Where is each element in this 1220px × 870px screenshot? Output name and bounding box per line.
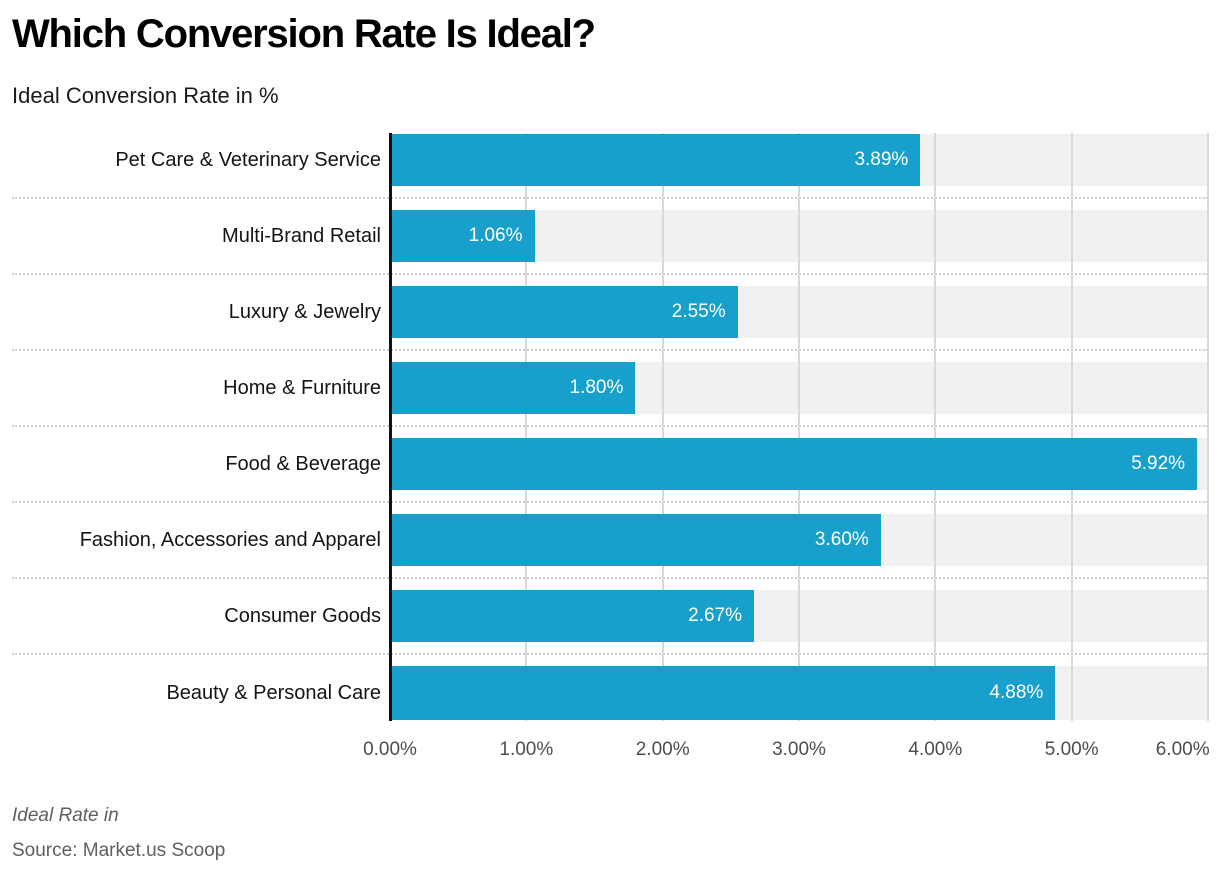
- plot-cell: 2.67%: [390, 579, 1208, 653]
- bar-row: Pet Care & Veterinary Service 3.89%: [12, 123, 1208, 199]
- bar-row: Fashion, Accessories and Apparel 3.60%: [12, 503, 1208, 579]
- category-label: Pet Care & Veterinary Service: [115, 148, 381, 171]
- y-axis-line: [389, 133, 392, 721]
- footer-source: Source: Market.us Scoop: [12, 840, 226, 861]
- plot-cell: 5.92%: [390, 427, 1208, 501]
- footer-note: Ideal Rate in: [12, 805, 119, 826]
- bar[interactable]: 1.06%: [390, 210, 535, 262]
- category-label: Home & Furniture: [223, 376, 381, 399]
- chart-subtitle: Ideal Conversion Rate in %: [12, 83, 279, 108]
- category-label: Luxury & Jewelry: [228, 300, 381, 323]
- bar[interactable]: 5.92%: [390, 438, 1198, 490]
- plot-cell: 2.55%: [390, 275, 1208, 349]
- plot-cell: 3.60%: [390, 503, 1208, 577]
- category-label: Fashion, Accessories and Apparel: [79, 528, 381, 551]
- x-tick-label: 6.00%: [1155, 739, 1210, 760]
- x-tick-label: 1.00%: [499, 739, 554, 760]
- bar[interactable]: 4.88%: [390, 666, 1056, 720]
- bar[interactable]: 1.80%: [390, 362, 636, 414]
- x-tick-label: 3.00%: [772, 739, 826, 760]
- bar-row: Home & Furniture 1.80%: [12, 351, 1208, 427]
- bar-chart: Pet Care & Veterinary Service 3.89% Mult…: [12, 123, 1209, 731]
- bar-value-label: 1.06%: [468, 225, 523, 246]
- x-tick-label: 4.00%: [908, 739, 963, 760]
- page-title: Which Conversion Rate Is Ideal?: [12, 12, 596, 56]
- x-tick-label: 5.00%: [1044, 739, 1099, 760]
- bar-value-label: 4.88%: [989, 682, 1044, 703]
- bar-value-label: 2.67%: [688, 605, 742, 626]
- bar-value-label: 2.55%: [671, 301, 726, 322]
- category-label: Multi-Brand Retail: [222, 224, 381, 247]
- plot-cell: 4.88%: [390, 655, 1208, 731]
- bar-row: Beauty & Personal Care 4.88%: [12, 655, 1208, 731]
- plot-cell: 1.80%: [390, 351, 1208, 425]
- bar[interactable]: 2.67%: [390, 590, 754, 642]
- x-tick-label: 0.00%: [363, 739, 417, 760]
- bar-row: Food & Beverage 5.92%: [12, 427, 1208, 503]
- plot-cell: 1.06%: [390, 199, 1208, 273]
- bar[interactable]: 2.55%: [390, 286, 738, 338]
- category-label: Beauty & Personal Care: [166, 681, 381, 704]
- bar-value-label: 5.92%: [1131, 453, 1186, 474]
- chart-footer: Ideal Rate in Source: Market.us Scoop: [12, 805, 1208, 862]
- bar-row: Multi-Brand Retail 1.06%: [12, 199, 1208, 275]
- bar-value-label: 1.80%: [569, 377, 624, 398]
- bar-rows: Pet Care & Veterinary Service 3.89% Mult…: [12, 123, 1208, 731]
- bar-value-label: 3.89%: [854, 149, 909, 170]
- bar-row: Luxury & Jewelry 2.55%: [12, 275, 1208, 351]
- bar[interactable]: 3.89%: [390, 134, 921, 186]
- x-axis-ticks: 0.00% 1.00% 2.00% 3.00% 4.00% 5.00% 6.00%: [363, 739, 1210, 767]
- category-label: Consumer Goods: [224, 604, 381, 627]
- bar-value-label: 3.60%: [814, 529, 869, 550]
- category-label: Food & Beverage: [225, 452, 381, 475]
- x-tick-label: 2.00%: [635, 739, 690, 760]
- bar-row: Consumer Goods 2.67%: [12, 579, 1208, 655]
- bar[interactable]: 3.60%: [390, 514, 881, 566]
- plot-cell: 3.89%: [390, 123, 1208, 197]
